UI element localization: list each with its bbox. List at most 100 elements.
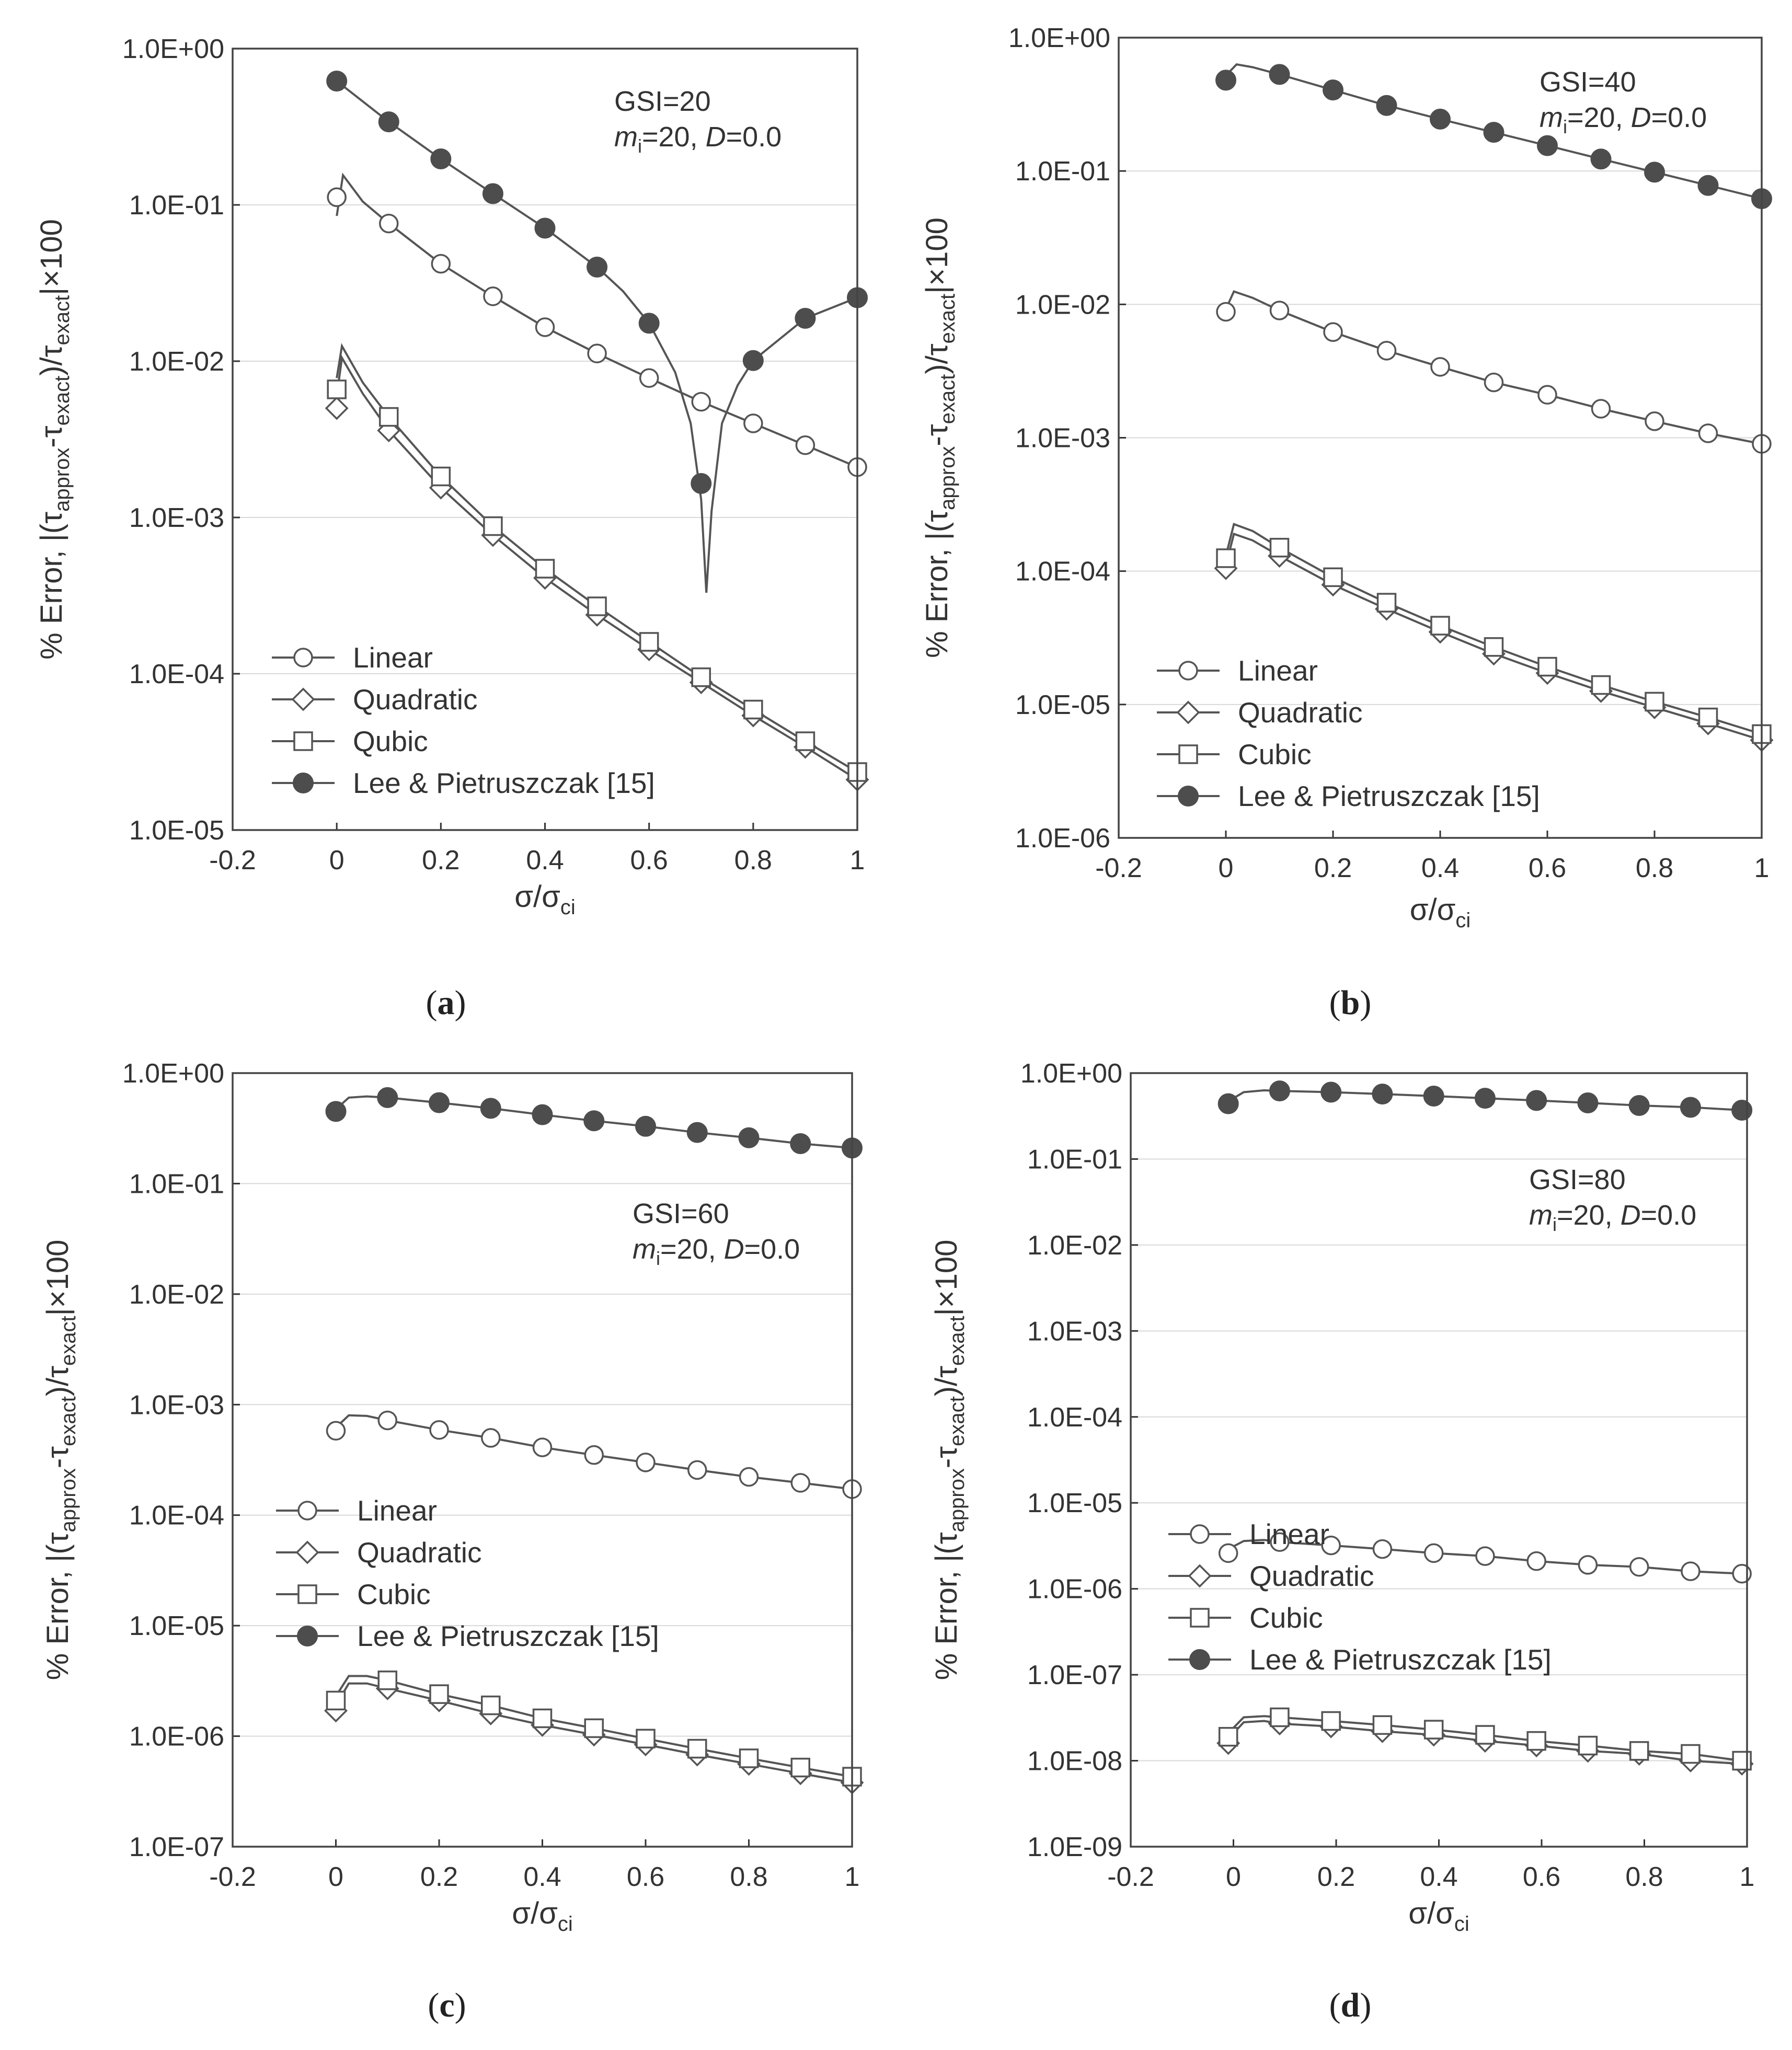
y-tick-label: 1.0E+00 [122, 1058, 224, 1089]
data-point [691, 391, 711, 412]
annotation-params: mi=20, D=0.0 [633, 1234, 800, 1269]
data-point [1423, 1720, 1444, 1740]
data-point [1645, 692, 1664, 712]
data-point [535, 559, 555, 579]
data-point [431, 466, 451, 487]
data-point [429, 1420, 449, 1440]
data-point [1629, 1557, 1649, 1577]
data-point [1320, 1081, 1342, 1103]
y-tick-label: 1.0E-05 [1015, 690, 1110, 720]
x-tick-label: -0.2 [209, 845, 256, 876]
data-point [482, 183, 503, 204]
data-point [1681, 1561, 1701, 1581]
data-point [1269, 64, 1290, 85]
data-point [1270, 1707, 1290, 1727]
data-point [691, 473, 712, 494]
y-tick-label: 1.0E-03 [129, 503, 224, 533]
caption-d: (d) [1329, 1986, 1372, 2024]
x-tick-label: 1 [1754, 853, 1770, 883]
data-point [790, 1757, 810, 1778]
y-tick-label: 1.0E-02 [1027, 1230, 1122, 1261]
data-point [636, 1453, 656, 1472]
x-tick-label: 0.8 [1625, 1862, 1663, 1892]
data-point [1537, 385, 1557, 405]
y-tick-label: 1.0E-01 [129, 1169, 224, 1199]
legend-marker [1190, 1608, 1210, 1628]
legend-label: Lee & Pietruszczak [15] [353, 767, 655, 799]
data-point [1321, 1535, 1341, 1556]
data-point [587, 596, 607, 616]
y-tick-label: 1.0E-04 [129, 1501, 224, 1531]
y-tick-label: 1.0E-06 [1027, 1574, 1122, 1605]
data-point [377, 1671, 397, 1690]
data-point [1591, 399, 1611, 419]
data-point [1376, 95, 1397, 116]
plot-frame [1130, 1072, 1748, 1848]
legend-label: Quadratic [357, 1536, 481, 1569]
data-point [431, 254, 451, 274]
x-tick-label: 0.6 [627, 1862, 664, 1892]
data-point [587, 343, 607, 364]
data-point [1732, 1750, 1752, 1771]
y-tick-label: 1.0E-06 [1015, 823, 1110, 854]
data-point [483, 286, 503, 306]
x-tick-label: -0.2 [1107, 1862, 1154, 1892]
data-point [1269, 1080, 1290, 1102]
data-point [379, 407, 399, 427]
data-point [326, 1421, 346, 1441]
data-point [687, 1738, 707, 1759]
y-tick-label: 1.0E-02 [1015, 290, 1110, 320]
data-point [481, 1695, 501, 1715]
legend-marker [297, 1501, 317, 1521]
caption-a: (a) [426, 984, 466, 1022]
data-point [1590, 148, 1612, 170]
data-point [1321, 1711, 1341, 1731]
legend-marker [293, 648, 313, 667]
panel-b: 1.0E-06 1.0E-05 1.0E-04 1.0E-03 1.0E-02 1.0E-… [920, 23, 1774, 932]
data-point [1216, 302, 1236, 322]
x-tick-label: 0 [328, 1862, 343, 1892]
data-point [1484, 637, 1504, 657]
y-tick-label: 1.0E-04 [1027, 1402, 1122, 1433]
data-point [1376, 593, 1397, 613]
data-point [795, 731, 815, 751]
data-point [687, 1460, 707, 1480]
data-point [481, 1428, 501, 1448]
data-point [1215, 70, 1236, 91]
data-point [1645, 411, 1664, 431]
data-point [686, 1122, 708, 1143]
data-point [1698, 423, 1718, 443]
data-point [1475, 1546, 1495, 1566]
x-axis-label: σ/σci [1408, 1896, 1469, 1936]
data-point [1269, 537, 1290, 558]
x-tick-label: 0.8 [1636, 853, 1673, 883]
y-axis-label: % Error, |(τapprox-τexact)/τexact|×100 [929, 1240, 969, 1680]
x-tick-label: 0.4 [1420, 1862, 1457, 1892]
data-point [584, 1445, 604, 1465]
y-tick-label: 1.0E-03 [1015, 423, 1110, 454]
legend-label: Lee & Pietruszczak [15] [1238, 780, 1540, 812]
data-point [377, 1087, 398, 1108]
legend-marker [297, 1626, 318, 1646]
data-point [1430, 616, 1450, 636]
data-point [1372, 1715, 1393, 1735]
legend-marker [1178, 786, 1199, 807]
data-point [1629, 1741, 1649, 1761]
annotation-gsi: GSI=40 [1540, 66, 1636, 98]
annotation-gsi: GSI=60 [633, 1198, 729, 1229]
legend-label: Cubic [1238, 738, 1312, 770]
y-tick-label: 1.0E-07 [1027, 1660, 1122, 1690]
y-tick-label: 1.0E-02 [129, 1280, 224, 1310]
data-point [327, 187, 347, 208]
legend-label: Cubic [1249, 1602, 1323, 1634]
x-tick-label: 1 [845, 1862, 860, 1892]
plot-frame [232, 1072, 853, 1848]
y-axis-label: % Error, |(τapprox-τexact)/τexact|×100 [920, 217, 959, 658]
legend-marker [1190, 1524, 1210, 1544]
legend-label: Linear [1249, 1518, 1329, 1550]
x-tick-label: 0.2 [1317, 1862, 1355, 1892]
x-tick-label: -0.2 [209, 1862, 256, 1892]
annotation-params: mi=20, D=0.0 [1540, 102, 1707, 137]
data-point [1680, 1097, 1701, 1118]
